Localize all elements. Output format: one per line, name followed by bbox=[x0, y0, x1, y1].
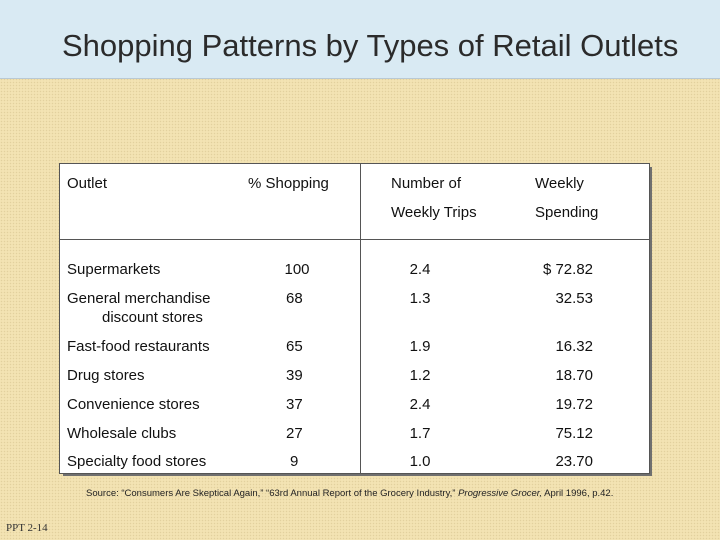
header-trips-line1: Number of bbox=[391, 175, 462, 192]
header-outlet: Outlet bbox=[67, 175, 108, 192]
row-outlet: Specialty food stores bbox=[67, 453, 207, 470]
source-date: April 1996, p.42. bbox=[542, 488, 614, 499]
row-outlet: Fast-food restaurants bbox=[67, 338, 210, 355]
header-divider bbox=[60, 239, 649, 240]
row-weekly-trips: 1.0 bbox=[409, 453, 431, 470]
row-outlet: Supermarkets bbox=[67, 261, 161, 278]
slide-number: PPT 2-14 bbox=[6, 522, 48, 534]
row-weekly-spending: 16.32 bbox=[555, 338, 593, 355]
row-percent-shopping: 39 bbox=[286, 367, 303, 384]
row-weekly-spending: 18.70 bbox=[555, 367, 593, 384]
row-weekly-trips: 2.4 bbox=[409, 261, 431, 278]
row-outlet: Convenience stores bbox=[67, 396, 200, 413]
row-percent-shopping: 9 bbox=[290, 453, 299, 470]
column-divider bbox=[360, 164, 361, 473]
row-weekly-spending: 23.70 bbox=[555, 453, 593, 470]
source-citation: Source: “Consumers Are Skeptical Again,”… bbox=[86, 488, 613, 499]
row-outlet: General merchandise bbox=[67, 290, 211, 307]
row-weekly-spending: 75.12 bbox=[555, 425, 593, 442]
row-percent-shopping: 65 bbox=[286, 338, 303, 355]
source-publication: Progressive Grocer, bbox=[458, 488, 543, 499]
source-text: Source: “Consumers Are Skeptical Again,”… bbox=[86, 488, 456, 499]
row-weekly-trips: 1.3 bbox=[409, 290, 431, 307]
row-weekly-spending: 19.72 bbox=[555, 396, 593, 413]
row-weekly-trips: 2.4 bbox=[409, 396, 431, 413]
data-table: Outlet % Shopping Number of Weekly Trips… bbox=[59, 163, 650, 474]
row-weekly-trips: 1.2 bbox=[409, 367, 431, 384]
row-outlet: Drug stores bbox=[67, 367, 145, 384]
row-percent-shopping: 27 bbox=[286, 425, 303, 442]
row-percent-shopping: 100 bbox=[284, 261, 310, 278]
header-trips-line2: Weekly Trips bbox=[391, 204, 477, 221]
slide-title: Shopping Patterns by Types of Retail Out… bbox=[62, 28, 679, 63]
row-outlet: Wholesale clubs bbox=[67, 425, 177, 442]
title-bar: Shopping Patterns by Types of Retail Out… bbox=[0, 0, 720, 79]
row-percent-shopping: 68 bbox=[286, 290, 303, 307]
header-percent-shopping: % Shopping bbox=[248, 175, 329, 192]
row-weekly-trips: 1.9 bbox=[409, 338, 431, 355]
row-weekly-spending: $ 72.82 bbox=[542, 261, 593, 278]
row-weekly-spending: 32.53 bbox=[555, 290, 593, 307]
row-percent-shopping: 37 bbox=[286, 396, 303, 413]
row-outlet-line2: discount stores bbox=[102, 309, 203, 326]
header-spending-line2: Spending bbox=[535, 204, 599, 221]
header-spending-line1: Weekly bbox=[535, 175, 584, 192]
row-weekly-trips: 1.7 bbox=[409, 425, 431, 442]
